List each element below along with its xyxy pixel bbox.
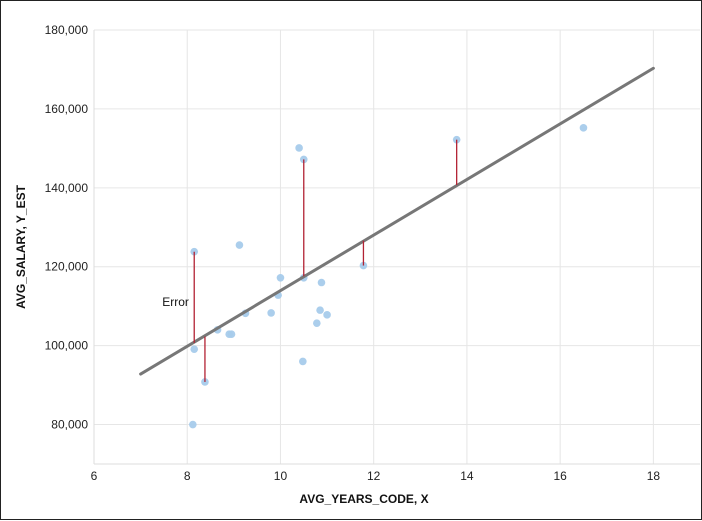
data-point <box>316 306 324 314</box>
x-tick-label: 14 <box>460 469 474 483</box>
x-tick-label: 12 <box>367 469 381 483</box>
data-point <box>323 311 331 319</box>
data-point <box>267 309 275 317</box>
data-point <box>227 330 236 338</box>
data-point <box>299 357 307 366</box>
data-point <box>190 345 199 353</box>
x-tick-label: 16 <box>553 469 567 483</box>
data-point <box>276 273 285 282</box>
data-point <box>201 378 209 386</box>
data-point <box>235 241 244 249</box>
y-tick-label: 140,000 <box>45 181 89 195</box>
data-point <box>295 144 303 152</box>
data-point <box>579 124 588 132</box>
regression-line <box>139 66 655 376</box>
data-point <box>317 278 326 287</box>
x-tick-label: 18 <box>647 469 661 483</box>
y-tick-label: 180,000 <box>45 23 89 37</box>
y-axis-title: AVG_SALARY, Y_EST <box>14 184 28 308</box>
y-tick-label: 160,000 <box>45 102 89 116</box>
error-annotation: Error <box>162 295 189 309</box>
y-tick-label: 100,000 <box>45 339 89 353</box>
y-tick-label: 120,000 <box>45 260 89 274</box>
x-axis-title: AVG_YEARS_CODE, X <box>299 492 428 506</box>
data-point <box>313 319 321 327</box>
y-tick-label: 80,000 <box>51 418 88 432</box>
data-point <box>189 420 197 429</box>
x-tick-label: 6 <box>91 469 98 483</box>
x-tick-label: 8 <box>184 469 191 483</box>
x-tick-label: 10 <box>274 469 288 483</box>
